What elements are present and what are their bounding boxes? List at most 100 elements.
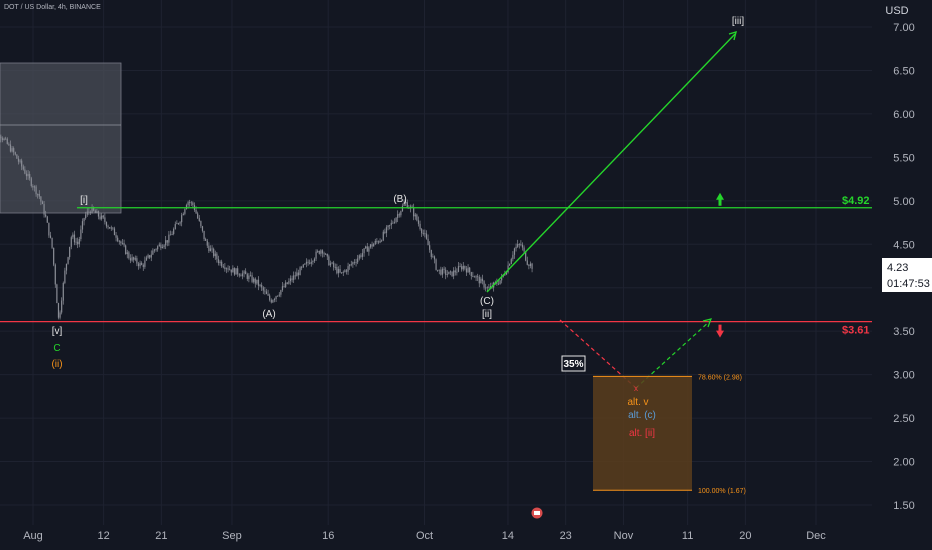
candle-body — [144, 260, 146, 267]
candle-body — [246, 274, 248, 279]
candle-body — [206, 240, 208, 246]
candle-body — [248, 275, 250, 279]
candle-body — [37, 193, 39, 195]
candle-body — [48, 222, 50, 236]
candle-body — [285, 282, 287, 287]
y-tick-label: 6.00 — [893, 109, 914, 121]
candle-body — [337, 269, 340, 274]
candle-body — [344, 270, 346, 272]
candle-body — [54, 264, 56, 285]
candle-body — [96, 211, 98, 213]
candle-body — [77, 241, 79, 245]
candle-body — [25, 173, 28, 177]
candle-body — [73, 234, 76, 243]
candle-body — [125, 245, 127, 255]
candle-body — [136, 258, 138, 264]
candle-body — [376, 240, 378, 242]
candle-body — [257, 279, 260, 286]
y-tick-label: 5.50 — [893, 152, 914, 164]
candle-body — [190, 202, 192, 204]
candle-body — [192, 202, 194, 206]
candle-body — [161, 246, 164, 249]
candle-body — [219, 261, 221, 264]
candle-body — [256, 279, 258, 284]
candle-body — [80, 229, 82, 240]
candle-body — [379, 240, 381, 243]
candle-body — [264, 290, 266, 292]
candle-body — [254, 278, 256, 284]
candle-body — [65, 263, 68, 271]
candle-body — [368, 247, 370, 252]
candle-body — [97, 211, 100, 217]
candle-body — [424, 233, 426, 235]
candle-body — [29, 174, 31, 179]
candle-body — [70, 237, 72, 247]
candle-body — [366, 246, 368, 252]
x-tick-label: 11 — [682, 530, 693, 542]
candle-body — [1, 138, 4, 140]
currency-label: USD — [885, 5, 908, 17]
wave-label-c-paren: (C) — [480, 296, 494, 307]
candle-body — [201, 226, 204, 231]
candle-body — [473, 276, 476, 278]
x-tick-label: Sep — [222, 530, 242, 542]
candle-body — [81, 221, 84, 230]
candle-body — [139, 262, 141, 267]
candle-body — [99, 216, 101, 219]
down-arrow-icon — [716, 324, 724, 338]
candle-body — [296, 272, 298, 277]
candle-body — [435, 259, 437, 270]
candle-body — [400, 211, 402, 216]
candle-body — [245, 271, 247, 275]
candle-body — [310, 261, 312, 264]
candle-body — [237, 268, 239, 275]
candle-body — [112, 227, 114, 229]
candle-body — [470, 272, 472, 277]
candle-body — [88, 211, 90, 213]
candle-body — [275, 296, 277, 300]
y-tick-label: 3.00 — [893, 370, 914, 382]
candle-body — [203, 230, 205, 240]
candle-body — [408, 208, 410, 209]
candle-body — [320, 250, 322, 254]
candle-body — [488, 287, 490, 289]
candle-body — [459, 266, 461, 267]
candle-body — [518, 244, 520, 245]
candle-body — [86, 211, 88, 215]
candle-body — [526, 260, 528, 265]
earlier-range-box — [0, 62, 122, 214]
x-tick-label: Aug — [23, 530, 43, 542]
candle-body — [369, 244, 372, 248]
candle-body — [427, 238, 429, 246]
candle-body — [510, 259, 512, 265]
candle-body — [398, 214, 400, 216]
candle-body — [249, 275, 252, 277]
candle-body — [467, 267, 469, 273]
candle-body — [150, 254, 152, 258]
candle-body — [390, 222, 392, 226]
candle-body — [331, 262, 333, 264]
candle-body — [464, 265, 466, 269]
candle-body — [462, 265, 464, 270]
candle-body — [445, 269, 447, 275]
candle-body — [411, 206, 413, 208]
candle-body — [438, 269, 440, 271]
candle-body — [517, 244, 519, 247]
candle-body — [318, 250, 320, 254]
candle-body — [413, 207, 415, 217]
candle-body — [64, 270, 66, 283]
wave-label-b: (B) — [393, 194, 406, 205]
candle-body — [120, 241, 122, 244]
candle-body — [67, 257, 69, 264]
candle-body — [326, 253, 328, 257]
candle-body — [267, 294, 269, 296]
candle-body — [158, 244, 160, 247]
candle-body — [43, 204, 45, 215]
candle-body — [382, 231, 384, 241]
candle-body — [270, 299, 272, 303]
candle-body — [14, 152, 16, 155]
candle-body — [240, 275, 242, 277]
candle-body — [168, 234, 170, 243]
candle-body — [225, 268, 228, 270]
